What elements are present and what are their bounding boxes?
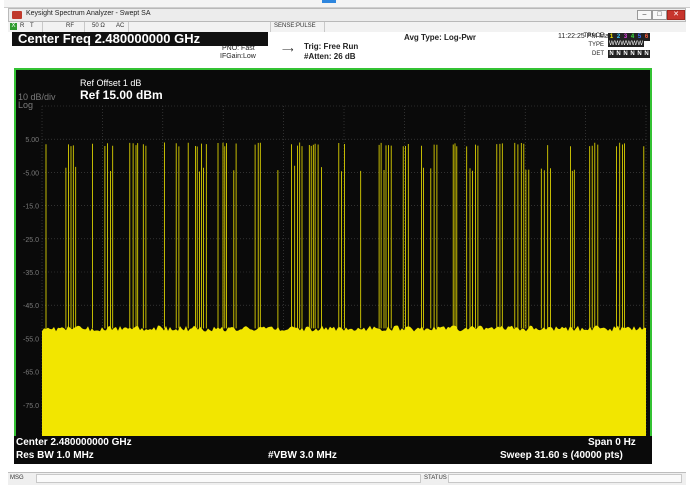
atten-setting: #Atten: 26 dB xyxy=(304,52,356,61)
status-divider xyxy=(84,22,85,32)
y-tick-label: -15.0 xyxy=(23,204,39,211)
status-coupling: AC xyxy=(116,23,125,29)
top-strip-marker xyxy=(322,0,336,3)
det-indicator: N xyxy=(636,50,643,58)
y-tick-label: -55.0 xyxy=(23,336,39,343)
app-icon xyxy=(12,11,22,19)
status-field xyxy=(448,474,682,483)
trace-indicator: 6 xyxy=(643,33,650,41)
type-value: WWWWWW xyxy=(608,41,644,47)
ref-level-label: Ref 15.00 dBm xyxy=(80,88,163,102)
footer-sweep: Sweep 31.60 s (40000 pts) xyxy=(500,450,623,461)
datetime-readout: 11:22:25 PM Mar 28, 2024 xyxy=(558,33,641,40)
trace-plot: 5.00 -5.00 -15.0 -25.0 -35.0 -45.0 -55.0 -65.0 -… xyxy=(23,105,647,439)
type-label: TYPE xyxy=(588,42,604,48)
minimize-button[interactable]: – xyxy=(637,10,652,20)
status-label: STATUS xyxy=(424,475,447,481)
ifgain-setting: IFGain:Low xyxy=(220,53,256,60)
avg-type: Avg Type: Log-Pwr xyxy=(404,33,476,42)
log-label: Log xyxy=(18,100,34,110)
det-indicator: N xyxy=(643,50,650,58)
footer-vbw: #VBW 3.0 MHz xyxy=(268,450,337,461)
trace-indicator: 1 xyxy=(608,33,615,41)
trace-indicator: 3 xyxy=(622,33,629,41)
status-divider xyxy=(270,22,271,32)
det-label: DET xyxy=(592,51,604,57)
status-r: R xyxy=(20,23,25,29)
status-impedance: 50 Ω xyxy=(92,23,105,29)
footer-center: Center 2.480000000 GHz xyxy=(16,437,132,448)
trace-noise-floor xyxy=(42,325,646,438)
center-freq-box[interactable]: Center Freq 2.480000000 GHz xyxy=(12,32,268,46)
footer-span: Span 0 Hz xyxy=(588,437,636,448)
det-indicator: N xyxy=(615,50,622,58)
y-tick-label: -5.00 xyxy=(23,170,39,177)
y-tick-label: -35.0 xyxy=(23,270,39,277)
det-indicator: N xyxy=(608,50,615,58)
status-bar: MSG STATUS xyxy=(8,472,686,485)
msg-field xyxy=(36,474,421,483)
trigger-arrow-icon: ⟶ xyxy=(282,45,294,54)
status-divider xyxy=(324,22,325,32)
window-title: Keysight Spectrum Analyzer - Swept SA xyxy=(26,10,151,17)
status-divider xyxy=(42,22,43,32)
det-indicator: N xyxy=(622,50,629,58)
status-divider xyxy=(128,22,129,32)
ref-offset-label: Ref Offset 1 dB xyxy=(80,78,142,88)
status-sense: SENSE:PULSE xyxy=(274,23,316,29)
trace-indicator: 2 xyxy=(615,33,622,41)
top-strip xyxy=(4,0,690,8)
trace-indicator: 4 xyxy=(629,33,636,41)
y-tick-label: -75.0 xyxy=(23,403,39,410)
measurement-screen: Ref Offset 1 dB 10 dB/div Ref 15.00 dBm … xyxy=(14,68,652,460)
trace-label: TRACE xyxy=(583,33,604,39)
msg-label: MSG xyxy=(10,475,24,481)
trigger-setting: Trig: Free Run xyxy=(304,42,359,51)
trace-bursts xyxy=(45,142,645,329)
trace-indicator: 5 xyxy=(636,33,643,41)
title-bar: Keysight Spectrum Analyzer - Swept SA – … xyxy=(8,8,686,22)
det-indicator: N xyxy=(629,50,636,58)
close-button[interactable]: ✕ xyxy=(667,10,685,20)
measurement-header: Center Freq 2.480000000 GHz PNO: Fast IF… xyxy=(8,32,686,68)
pno-setting: PNO: Fast xyxy=(222,45,255,52)
footer-res-bw: Res BW 1.0 MHz xyxy=(16,450,94,461)
maximize-button[interactable]: □ xyxy=(652,10,667,20)
center-freq-label: Center Freq 2.480000000 GHz xyxy=(18,31,201,46)
y-tick-label: -45.0 xyxy=(23,303,39,310)
status-t: T xyxy=(30,23,34,29)
spectrum-analyzer-app: Keysight Spectrum Analyzer - Swept SA – … xyxy=(4,0,690,487)
scale-label: 10 dB/div xyxy=(18,92,56,102)
measurement-footer: Center 2.480000000 GHz Span 0 Hz Res BW … xyxy=(14,436,652,464)
y-tick-label: -25.0 xyxy=(23,237,39,244)
status-rf: RF xyxy=(66,23,74,29)
y-tick-label: 5.00 xyxy=(25,137,39,144)
mode-flag: X xyxy=(10,23,17,30)
y-tick-label: -65.0 xyxy=(23,370,39,377)
